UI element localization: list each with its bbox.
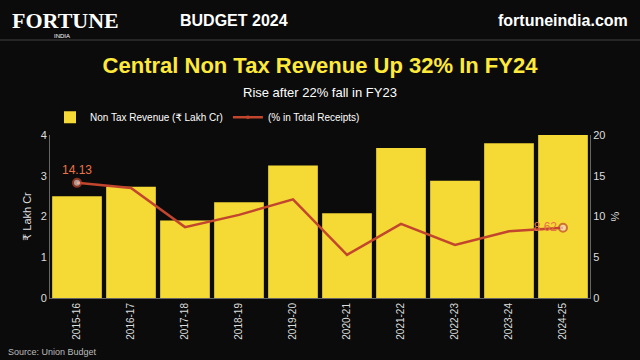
- svg-text:14.13: 14.13: [62, 163, 92, 177]
- svg-text:2023-24: 2023-24: [503, 303, 514, 340]
- svg-text:2017-18: 2017-18: [179, 303, 190, 340]
- svg-text:3: 3: [41, 170, 47, 182]
- svg-text:2015-16: 2015-16: [71, 303, 82, 340]
- svg-text:2020-21: 2020-21: [341, 303, 352, 340]
- svg-text:Non Tax Revenue (₹ Lakh Cr): Non Tax Revenue (₹ Lakh Cr): [90, 112, 223, 123]
- svg-text:2016-17: 2016-17: [125, 303, 136, 340]
- svg-text:1: 1: [41, 251, 47, 263]
- svg-text:Rise after 22% fall in FY23: Rise after 22% fall in FY23: [243, 85, 397, 100]
- svg-text:0: 0: [41, 292, 47, 304]
- svg-text:15: 15: [593, 170, 605, 182]
- svg-text:2021-22: 2021-22: [395, 303, 406, 340]
- svg-text:4: 4: [41, 129, 47, 141]
- svg-text:20: 20: [593, 129, 605, 141]
- svg-text:(% in Total Receipts): (% in Total Receipts): [268, 112, 360, 123]
- svg-text:2: 2: [41, 210, 47, 222]
- svg-text:10: 10: [593, 210, 605, 222]
- svg-text:Central Non Tax Revenue Up 32%: Central Non Tax Revenue Up 32% In FY24: [103, 53, 539, 78]
- svg-text:2022-23: 2022-23: [449, 303, 460, 340]
- svg-text:BUDGET 2024: BUDGET 2024: [180, 12, 288, 29]
- svg-text:0: 0: [593, 292, 599, 304]
- svg-text:INDIA: INDIA: [54, 33, 70, 39]
- svg-text:2018-19: 2018-19: [233, 303, 244, 340]
- svg-text:₹ Lakh Cr: ₹ Lakh Cr: [21, 192, 33, 241]
- svg-text:FORTUNE: FORTUNE: [12, 8, 119, 33]
- svg-text:8.62: 8.62: [534, 220, 558, 234]
- svg-text:%: %: [609, 211, 621, 221]
- svg-text:5: 5: [593, 251, 599, 263]
- svg-text:2024-25: 2024-25: [557, 303, 568, 340]
- svg-text:Source: Union Budget: Source: Union Budget: [8, 347, 97, 357]
- svg-text:2019-20: 2019-20: [287, 303, 298, 340]
- svg-text:fortuneindia.com: fortuneindia.com: [498, 12, 628, 29]
